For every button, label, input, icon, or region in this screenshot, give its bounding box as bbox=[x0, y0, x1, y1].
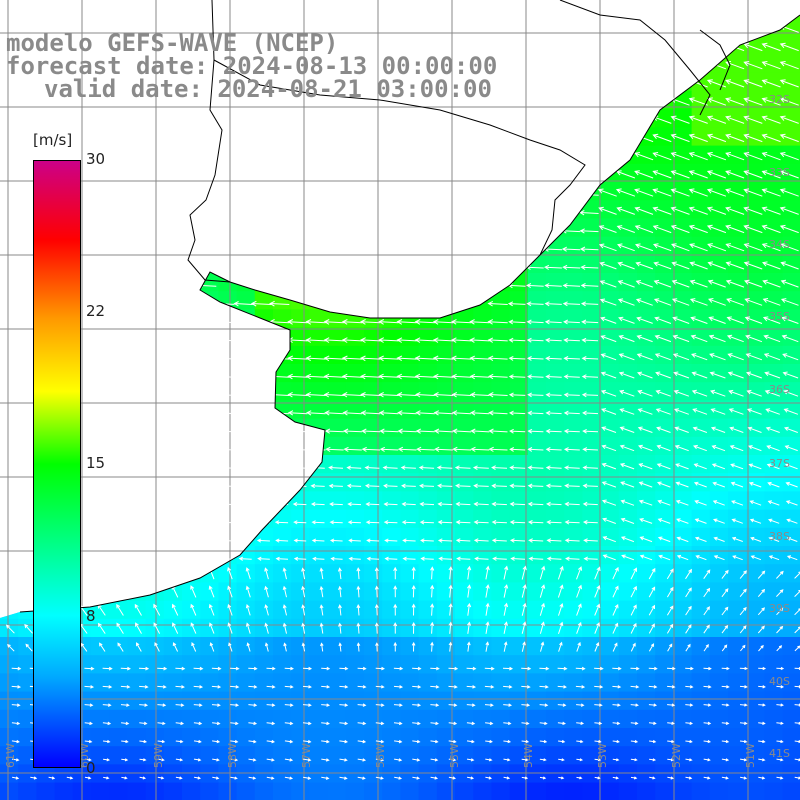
colorbar-unit: [m/s] bbox=[33, 131, 73, 149]
lon-label: 61W bbox=[4, 743, 17, 768]
lat-label: 41S bbox=[769, 747, 790, 760]
colorbar bbox=[33, 160, 81, 768]
lat-label: 36S bbox=[769, 383, 790, 396]
colorbar-tick-22: 22 bbox=[86, 302, 106, 320]
lat-label: 32S bbox=[769, 93, 790, 106]
lat-label: 35S bbox=[769, 310, 790, 323]
lon-label: 56W bbox=[374, 743, 387, 768]
colorbar-tick-8: 8 bbox=[86, 607, 96, 625]
title-model: modelo GEFS-WAVE (NCEP) bbox=[6, 29, 339, 57]
colorbar-tick-0: 0 bbox=[86, 759, 96, 777]
lon-label: 55W bbox=[448, 743, 461, 768]
lon-label: 60W bbox=[78, 743, 91, 768]
lon-label: 52W bbox=[670, 743, 683, 768]
lon-label: 51W bbox=[744, 743, 757, 768]
lat-label: 38S bbox=[769, 530, 790, 543]
lon-label: 58W bbox=[226, 743, 239, 768]
title-forecast-date: forecast date: 2024-08-13 00:00:00 bbox=[6, 52, 498, 80]
lat-label: 37S bbox=[769, 457, 790, 470]
lat-label: 34S bbox=[769, 238, 790, 251]
coastline-and-borders bbox=[19, 0, 800, 613]
lon-label: 57W bbox=[300, 743, 313, 768]
lat-label: 40S bbox=[769, 675, 790, 688]
colorbar-tick-15: 15 bbox=[86, 454, 106, 472]
lat-label: 33S bbox=[769, 166, 790, 179]
lon-label: 53W bbox=[596, 743, 609, 768]
colorbar-tick-30: 30 bbox=[86, 150, 106, 168]
lon-label: 54W bbox=[522, 743, 535, 768]
lon-label: 59W bbox=[152, 743, 165, 768]
lat-label: 39S bbox=[769, 602, 790, 615]
title-valid-date: valid date: 2024-08-21 03:00:00 bbox=[44, 75, 492, 103]
